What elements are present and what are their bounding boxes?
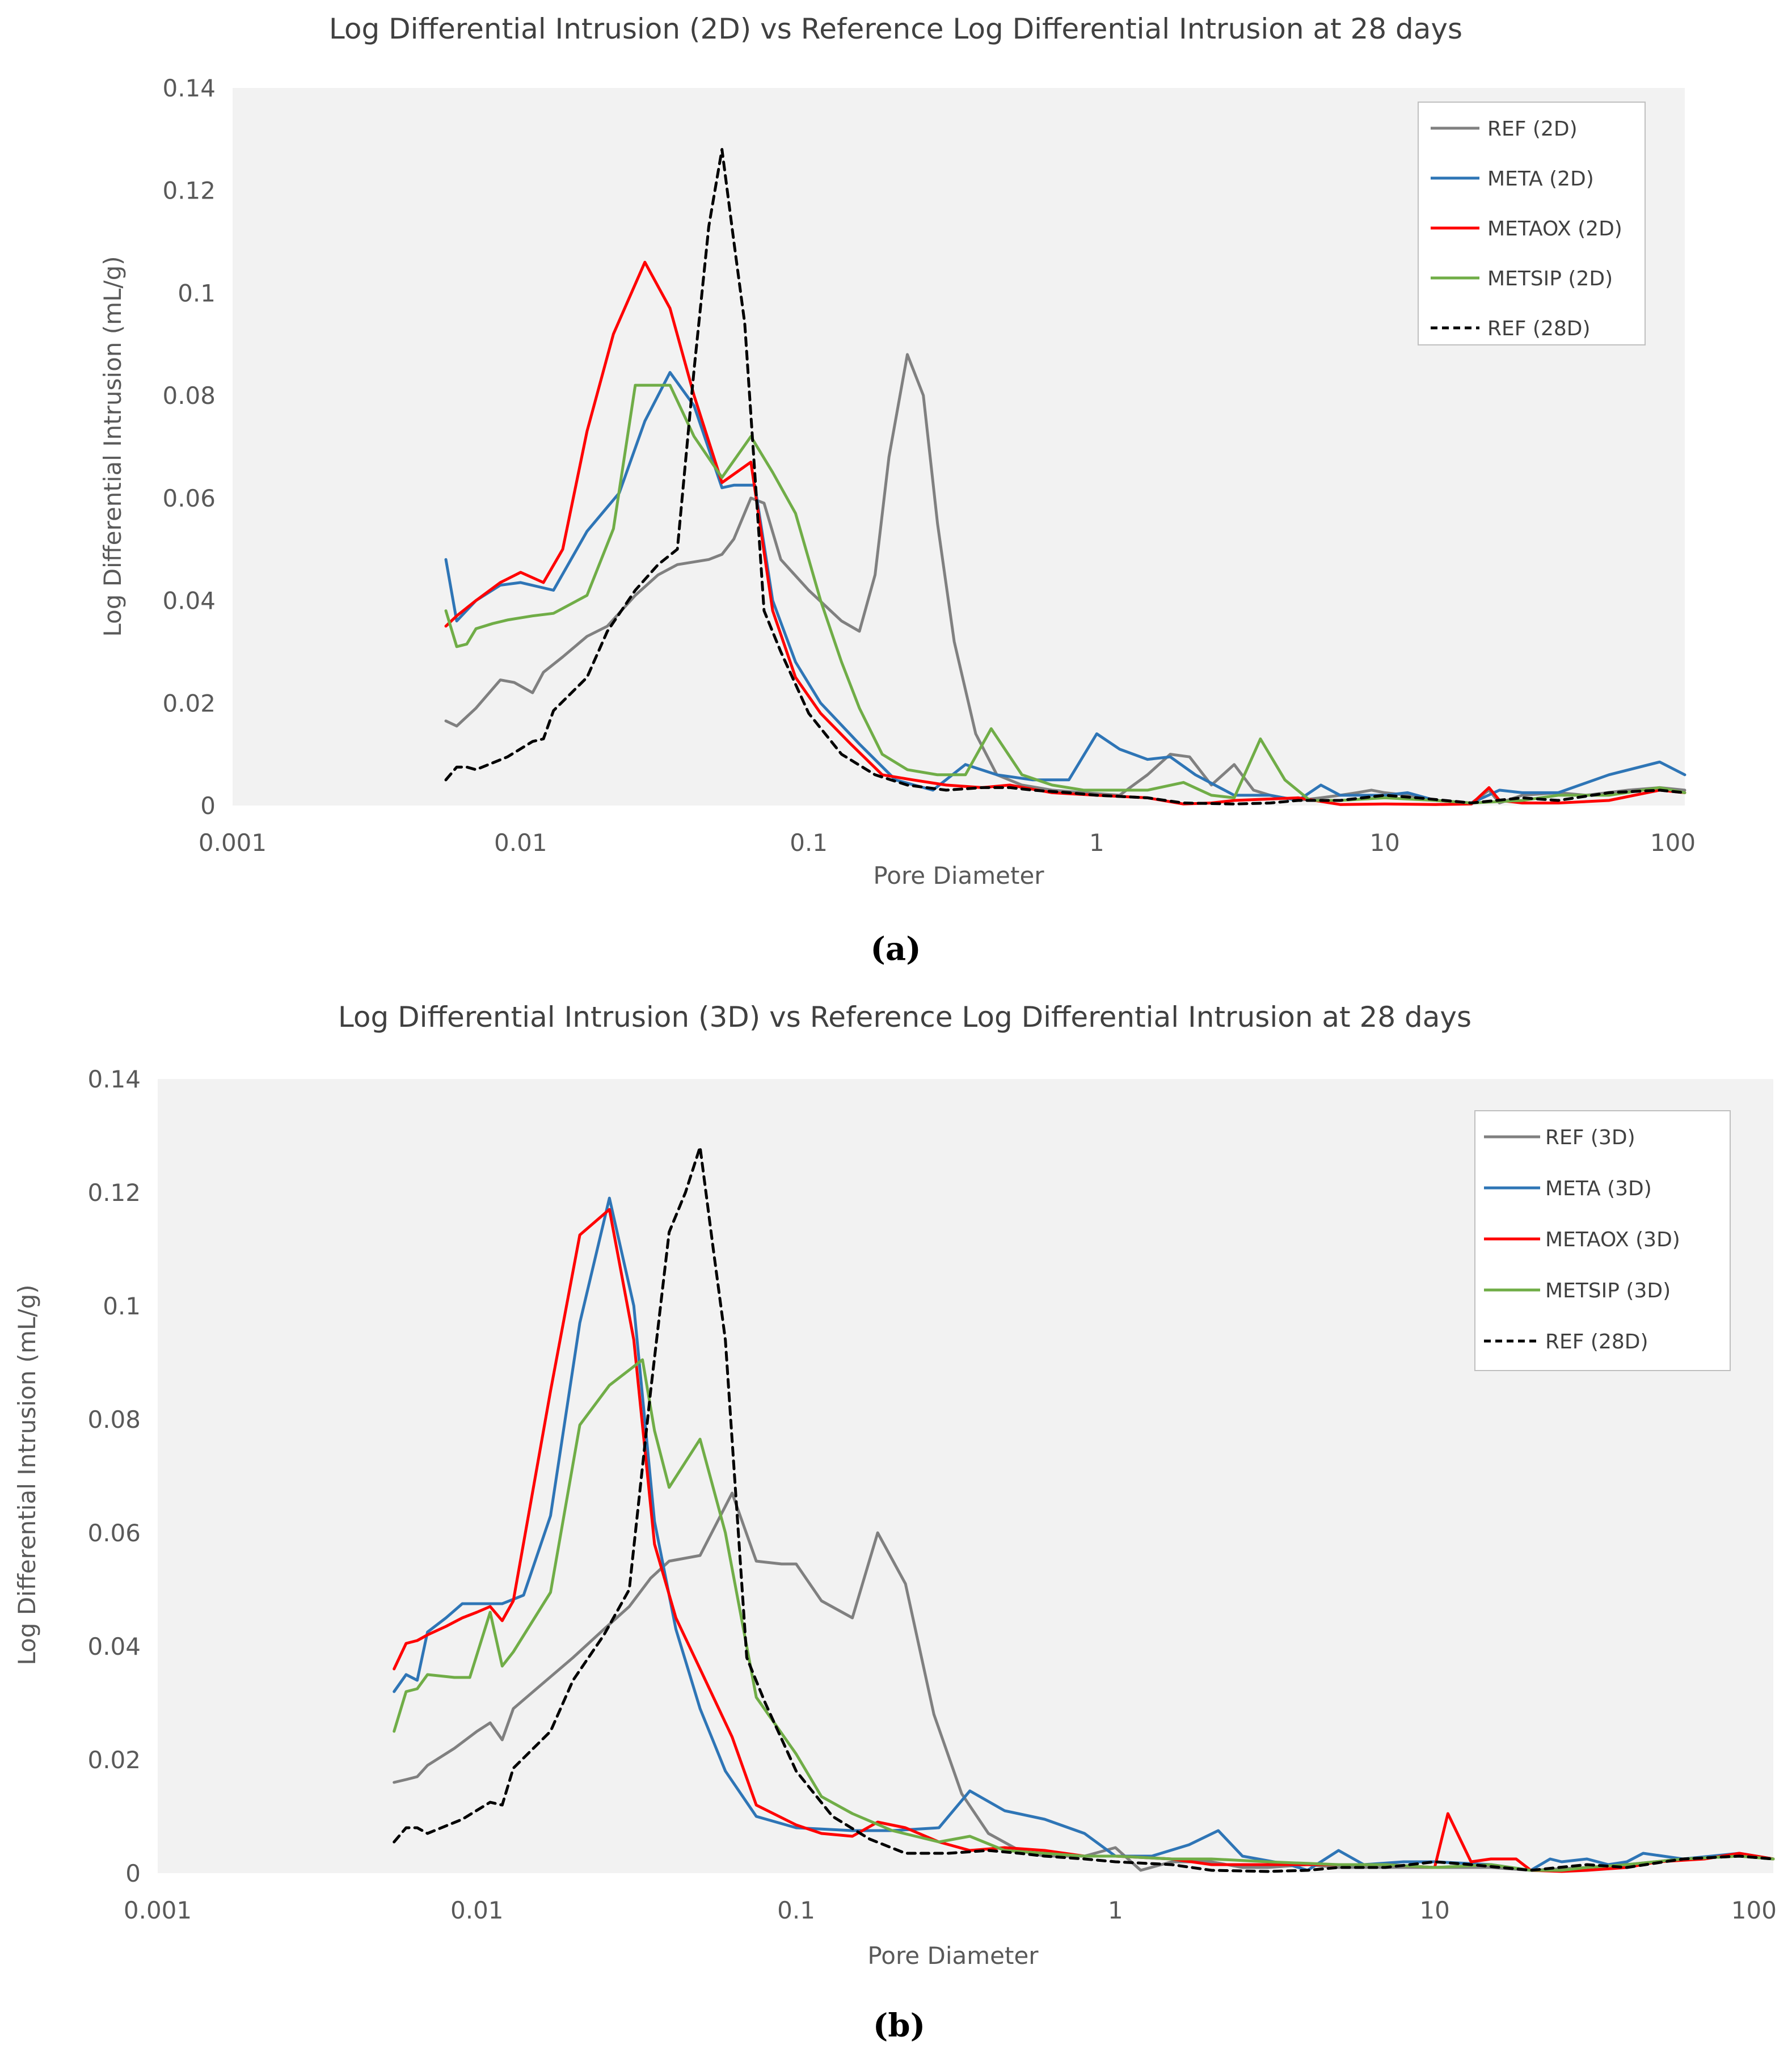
y-tick-label: 0.1 <box>178 279 216 307</box>
y-tick-label: 0 <box>125 1860 141 1887</box>
legend-entry-label: REF (28D) <box>1545 1330 1648 1354</box>
x-tick-label: 100 <box>1731 1896 1777 1924</box>
y-axis: 0 0.02 0.04 0.06 0.08 0.1 0.12 0.14 <box>162 74 216 820</box>
x-axis-label: Pore Diameter <box>867 1942 1039 1970</box>
y-tick-label: 0.08 <box>162 382 216 410</box>
y-tick-label: 0.02 <box>87 1746 141 1774</box>
legend-entry-label: REF (2D) <box>1487 117 1578 141</box>
x-axis-label: Pore Diameter <box>873 862 1044 889</box>
y-tick-label: 0.08 <box>87 1406 141 1434</box>
x-tick-label: 1 <box>1108 1896 1123 1924</box>
x-tick-label: 0.01 <box>450 1896 504 1924</box>
chart-panel-a: Log Differential Intrusion (2D) vs Refer… <box>99 12 1696 968</box>
x-tick-label: 0.001 <box>124 1896 192 1924</box>
x-tick-label: 0.1 <box>777 1896 815 1924</box>
y-tick-label: 0.1 <box>103 1292 141 1320</box>
x-tick-label: 0.001 <box>199 829 267 857</box>
y-tick-label: 0.06 <box>162 484 216 512</box>
y-tick-label: 0.12 <box>162 177 216 205</box>
legend-entry-label: METSIP (2D) <box>1487 267 1613 290</box>
y-tick-label: 0.14 <box>162 74 216 102</box>
y-tick-label: 0.04 <box>162 587 216 615</box>
series-line-metsip-3d <box>393 1358 1775 1872</box>
series-layer <box>393 1145 1775 1873</box>
series-line-ref-3d <box>393 1491 1775 1872</box>
legend-entry-label: METSIP (3D) <box>1545 1279 1671 1302</box>
x-tick-label: 100 <box>1650 829 1696 857</box>
y-tick-label: 0.06 <box>87 1519 141 1547</box>
y-tick-label: 0 <box>200 792 216 820</box>
series-layer <box>444 147 1686 806</box>
series-line-meta-3d <box>393 1196 1775 1872</box>
y-axis-label: Log Differential Intrusion (mL/g) <box>13 1284 41 1665</box>
legend-box <box>1418 102 1646 345</box>
y-axis: 0 0.02 0.04 0.06 0.08 0.1 0.12 0.14 <box>87 1065 141 1887</box>
legend-entry-label: META (2D) <box>1487 167 1594 191</box>
x-tick-label: 10 <box>1419 1896 1449 1924</box>
x-tick-label: 1 <box>1089 829 1104 857</box>
legend-entry-label: METAOX (3D) <box>1545 1228 1680 1251</box>
legend-box <box>1474 1110 1731 1371</box>
series-line-metaox-3d <box>393 1208 1775 1873</box>
y-tick-label: 0.12 <box>87 1179 141 1207</box>
y-tick-label: 0.04 <box>87 1633 141 1660</box>
panel-label: (b) <box>873 2007 925 2044</box>
y-tick-label: 0.14 <box>87 1065 141 1093</box>
y-axis-label: Log Differential Intrusion (mL/g) <box>99 256 127 636</box>
y-tick-label: 0.02 <box>162 689 216 717</box>
x-axis: 0.001 0.01 0.1 1 10 100 <box>199 829 1696 857</box>
panel-label: (a) <box>870 930 921 968</box>
x-tick-label: 0.1 <box>790 829 828 857</box>
x-axis: 0.001 0.01 0.1 1 10 100 <box>124 1896 1777 1924</box>
series-line-ref-28d <box>393 1145 1775 1873</box>
chart-panel-b: Log Differential Intrusion (3D) vs Refer… <box>13 1001 1777 2044</box>
legend: REF (2D) META (2D) METAOX (2D) METSIP (2D) R… <box>1418 102 1646 345</box>
legend-entry-label: REF (3D) <box>1545 1126 1635 1149</box>
legend: REF (3D) META (3D) METAOX (3D) METSIP (3D) R… <box>1474 1110 1731 1371</box>
x-tick-label: 10 <box>1369 829 1399 857</box>
legend-entry-label: METAOX (2D) <box>1487 217 1622 241</box>
legend-entry-label: META (3D) <box>1545 1177 1652 1200</box>
chart-title: Log Differential Intrusion (2D) vs Refer… <box>329 12 1462 45</box>
series-line-metaox-2d <box>444 260 1686 806</box>
chart-title: Log Differential Intrusion (3D) vs Refer… <box>338 1001 1471 1034</box>
x-tick-label: 0.01 <box>494 829 547 857</box>
series-line-ref-28d <box>444 147 1686 806</box>
legend-entry-label: REF (28D) <box>1487 317 1591 340</box>
